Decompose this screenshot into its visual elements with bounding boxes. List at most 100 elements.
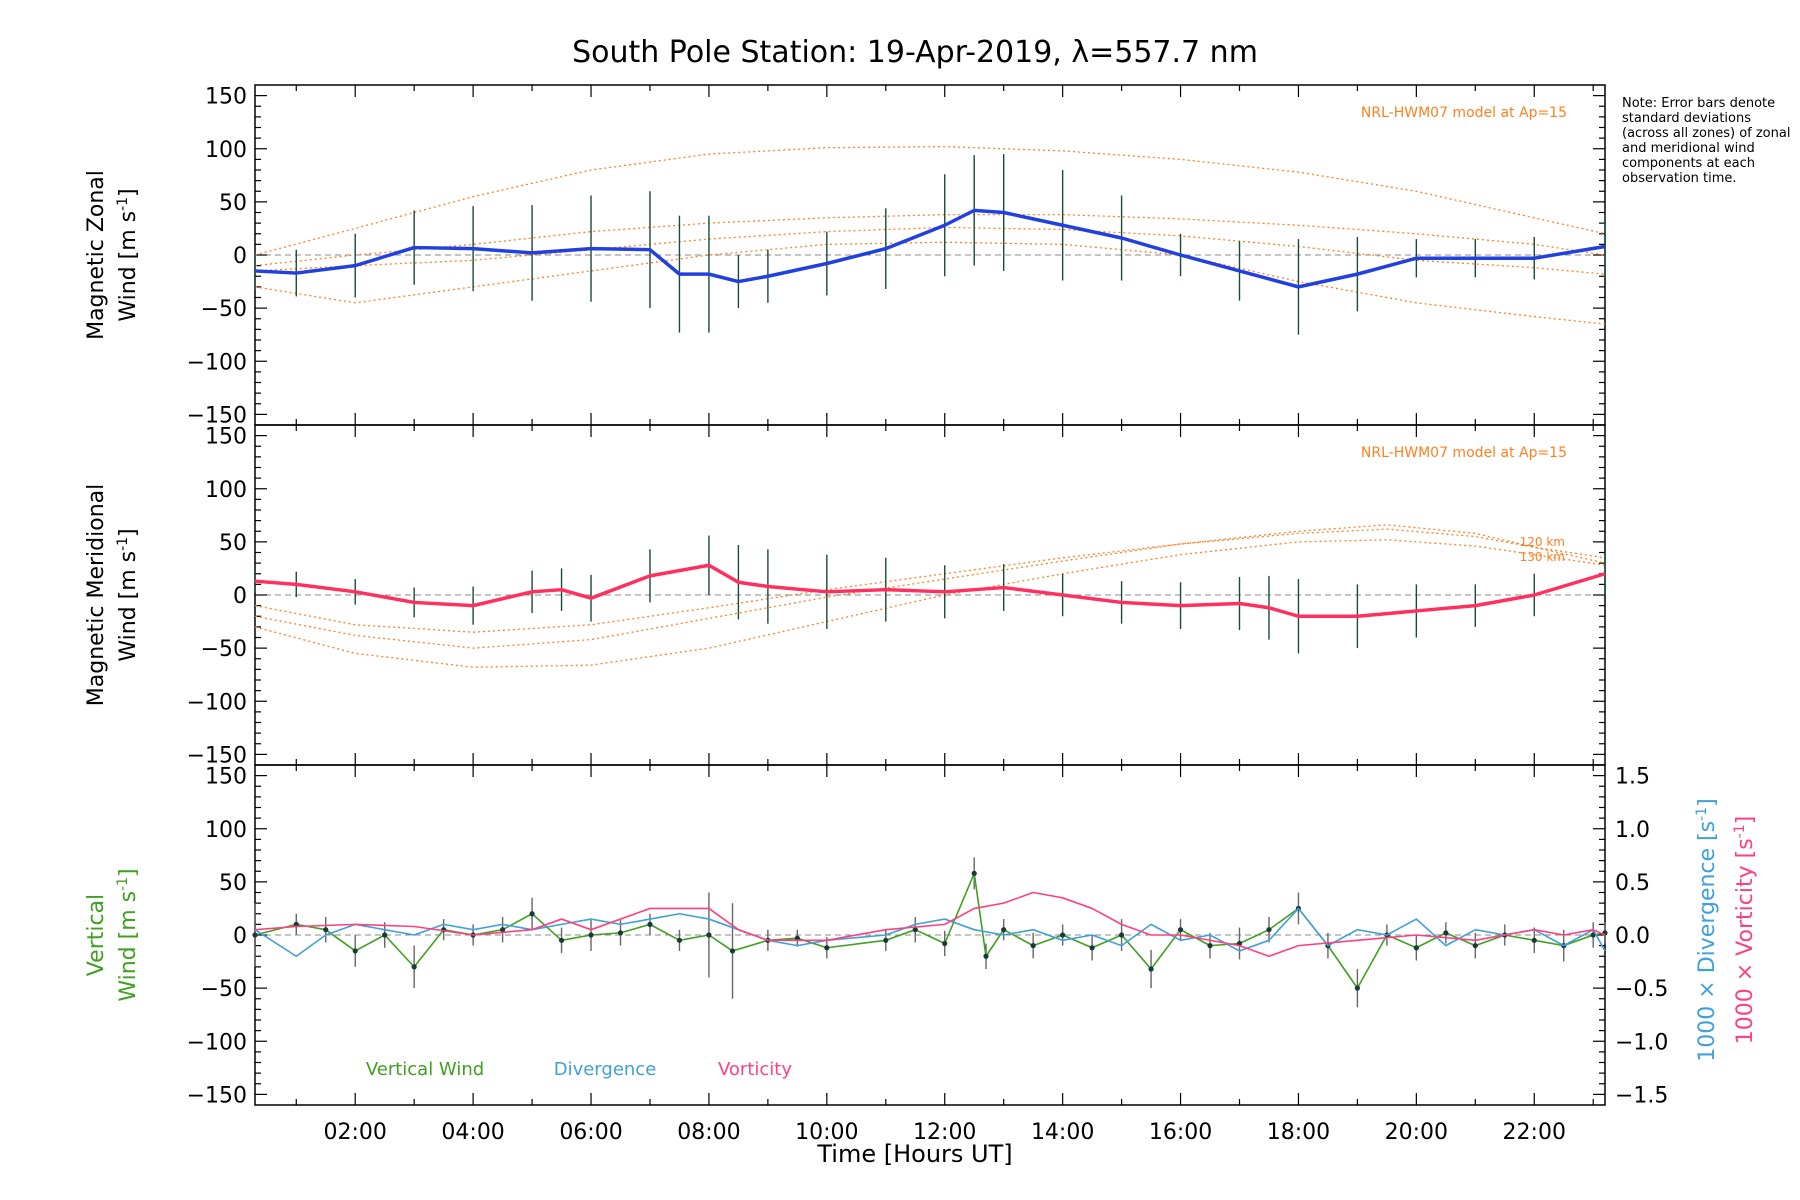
data-point <box>1266 927 1272 933</box>
panel-meridional: 150 100 50 0 −50 −100 −150 Magnetic Meridional N… <box>84 424 1606 768</box>
x-tick-label: 06:00 <box>559 1120 622 1145</box>
data-point <box>499 927 506 933</box>
model-curve <box>254 524 1606 649</box>
model-alt-label: 120 km <box>1520 535 1565 549</box>
legend-entry: Vertical Wind <box>366 1059 484 1080</box>
data-point <box>558 937 565 943</box>
series-line-magnetic-meridional-wind <box>254 563 1606 618</box>
y2-divergence-label: 1000 × Divergence [s-1] <box>1694 798 1720 1061</box>
y-axis-label-line1: Magnetic Zonal <box>84 170 109 340</box>
x-tick-label: 20:00 <box>1385 1120 1448 1145</box>
model-label: NRL-HWM07 model at Ap=15 <box>1361 105 1567 121</box>
x-tick-label: 16:00 <box>1149 1120 1212 1145</box>
y-tick-label: 100 <box>205 138 247 163</box>
y-tick-label: 0 <box>233 924 247 949</box>
series-line-magnetic-zonal-wind <box>254 208 1606 289</box>
data-point <box>1590 932 1596 938</box>
series-line-vorticity <box>254 891 1606 958</box>
x-axis-label: Time [Hours UT] <box>816 1140 1012 1168</box>
data-point <box>352 948 358 954</box>
data-point <box>983 953 989 959</box>
y-tick-label: 150 <box>205 85 247 110</box>
y-tick-label: −50 <box>201 637 247 662</box>
data-point <box>1001 927 1007 933</box>
data-point <box>1177 927 1184 933</box>
y-tick-label: 50 <box>219 531 247 556</box>
y2-tick-label: 1.0 <box>1615 818 1650 843</box>
y-tick-label: 150 <box>205 425 247 450</box>
y2-tick-label: −1.0 <box>1615 1030 1668 1055</box>
data-point <box>1413 945 1419 951</box>
model-curve <box>254 213 1606 267</box>
chart-title: South Pole Station: 19-Apr-2019, λ=557.7… <box>572 35 1258 70</box>
y2-tick-label: 0.5 <box>1615 871 1650 896</box>
data-point <box>252 932 258 938</box>
x-tick-label: 10:00 <box>795 1120 858 1145</box>
x-tick-label: 12:00 <box>913 1120 976 1145</box>
data-point <box>971 870 977 876</box>
y-tick-label: −100 <box>187 1030 247 1055</box>
y-tick-label: −100 <box>187 690 247 715</box>
y-axis-label-line2: Wind [m s-1] <box>115 528 141 661</box>
data-point <box>1207 943 1213 949</box>
model-curve <box>254 145 1606 256</box>
data-point <box>912 927 918 933</box>
y-tick-label: 150 <box>205 765 247 790</box>
model-alt-label: 130 km <box>1520 550 1565 564</box>
y2-vorticity-label: 1000 × Vorticity [s-1] <box>1732 816 1758 1044</box>
data-point <box>588 932 594 938</box>
data-point <box>647 921 653 927</box>
data-point <box>1060 932 1066 938</box>
y-tick-label: −150 <box>187 743 247 768</box>
legend-entry: Divergence <box>554 1059 657 1080</box>
y-axis-label-line1: Vertical <box>84 894 109 976</box>
data-point <box>1030 943 1036 949</box>
series-line-divergence <box>254 907 1606 958</box>
y-axis-label-line2: Wind [m s-1] <box>115 868 141 1001</box>
data-point <box>1472 943 1478 949</box>
data-point <box>411 964 417 970</box>
data-point <box>1118 932 1125 938</box>
x-tick-label: 04:00 <box>441 1120 504 1145</box>
x-tick-label: 18:00 <box>1267 1120 1330 1145</box>
data-point <box>824 945 830 951</box>
data-point <box>1443 930 1449 936</box>
data-point <box>323 927 329 933</box>
x-tick-label: 02:00 <box>324 1120 387 1145</box>
y-tick-label: 0 <box>233 584 247 609</box>
panel-vertical: 02:00 04:00 06:00 08:00 10:00 12:00 14:00 16:00… <box>84 764 1668 1145</box>
data-point <box>382 932 388 938</box>
series-line-vertical-wind <box>254 872 1606 989</box>
data-point <box>794 935 800 941</box>
error-bar-note: Note: Error bars denote standard deviati… <box>1622 96 1791 186</box>
data-point <box>942 940 948 947</box>
data-point <box>1531 937 1537 943</box>
y-tick-label: 0 <box>233 244 247 269</box>
model-label: NRL-HWM07 model at Ap=15 <box>1361 445 1567 461</box>
data-point <box>883 937 889 943</box>
model-curve <box>254 528 1606 633</box>
y-tick-label: −150 <box>187 1083 247 1108</box>
legend-entry: Vorticity <box>718 1059 792 1080</box>
y-axis-label-line1: Magnetic Meridional <box>84 484 109 706</box>
y-tick-label: 100 <box>205 478 247 503</box>
data-point <box>1089 945 1095 951</box>
y-tick-label: 50 <box>219 191 247 216</box>
data-point <box>617 930 624 936</box>
x-tick-label: 08:00 <box>677 1120 740 1145</box>
data-point <box>676 937 683 943</box>
y-tick-label: −50 <box>201 297 247 322</box>
data-point <box>529 911 535 917</box>
y2-tick-label: 1.5 <box>1615 765 1650 790</box>
data-point <box>1354 985 1361 991</box>
model-curve <box>254 226 1606 275</box>
data-point <box>1148 966 1154 972</box>
y-tick-label: 100 <box>205 818 247 843</box>
y2-tick-label: −0.5 <box>1615 977 1668 1002</box>
y-tick-label: −100 <box>187 350 247 375</box>
y2-tick-label: 0.0 <box>1615 924 1650 949</box>
data-point <box>729 948 736 954</box>
x-tick-label: 14:00 <box>1031 1120 1094 1145</box>
y-axis-label-line2: Wind [m s-1] <box>115 188 141 321</box>
